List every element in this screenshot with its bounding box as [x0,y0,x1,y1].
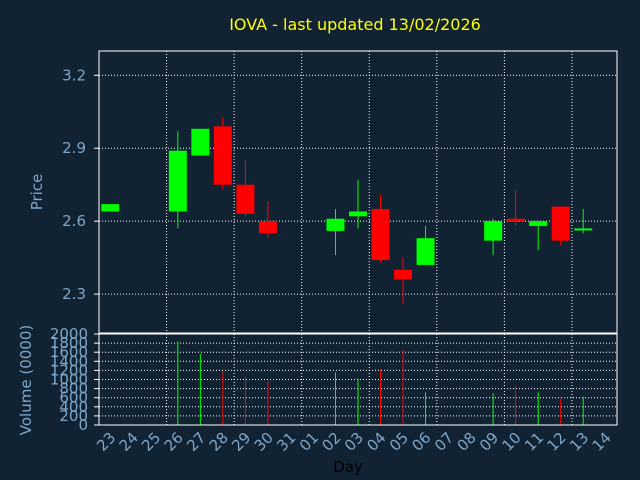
candle-02 [326,209,345,256]
price-tick-label: 2.6 [62,212,86,230]
candle-body [191,128,210,156]
candle-30 [258,201,277,239]
candle-26 [168,131,187,229]
x-axis-label: Day [333,458,363,476]
candle-body [506,218,525,222]
candle-body [551,206,570,241]
candle-body [349,211,367,217]
volume-tick-label: 1400 [50,352,88,370]
volume-tick-label: 1800 [50,334,88,352]
candle-body [258,221,277,234]
candle-23 [101,204,120,212]
volume-tick-label: 600 [59,389,88,407]
candle-05 [394,257,413,304]
candle-11 [529,221,548,251]
price-tick-label: 2.9 [62,139,86,157]
price-candles [101,116,593,304]
price-y-ticks: 2.3 2.6 2.9 3.2 [62,66,99,303]
candle-body [101,204,120,212]
candle-body [574,228,593,231]
volume-bars [177,341,584,425]
volume-axis-label: Volume (0000) [17,325,35,435]
candle-03 [349,179,367,229]
candle-06 [416,226,435,265]
candle-09 [484,218,503,256]
price-tick-label: 3.2 [62,66,86,84]
candle-body [326,218,345,231]
candle-28 [213,116,232,190]
volume-tick-label: 800 [59,380,88,398]
price-frame [98,50,618,334]
candle-12 [551,206,570,246]
volume-tick-label: 1200 [50,361,88,379]
chart-title: IOVA - last updated 13/02/2026 [229,15,481,34]
candle-body [168,150,187,212]
volume-tick-label: 200 [59,407,88,425]
candle-body [416,238,435,265]
candle-13 [574,209,593,234]
candle-body [484,221,503,241]
candle-04 [371,194,390,263]
candle-body [213,126,232,185]
x-axis-ticks: 2324252627282930310102030405060708091011… [93,429,615,455]
candle-body [529,221,548,227]
candle-10 [506,189,525,227]
candle-body [394,269,413,280]
candle-27 [191,128,210,156]
price-panel: 2.3 2.6 2.9 3.2 Price [28,50,618,334]
volume-tick-label: 1600 [50,343,88,361]
volume-tick-label: 2000 [50,325,88,343]
candle-body [371,209,390,261]
candle-29 [236,160,255,217]
volume-tick-label: 0 [78,416,88,434]
price-axis-label: Price [28,174,46,211]
candle-body [236,184,255,214]
volume-tick-label: 400 [59,398,88,416]
price-tick-label: 2.3 [62,285,86,303]
volume-tick-label: 1000 [50,371,88,389]
